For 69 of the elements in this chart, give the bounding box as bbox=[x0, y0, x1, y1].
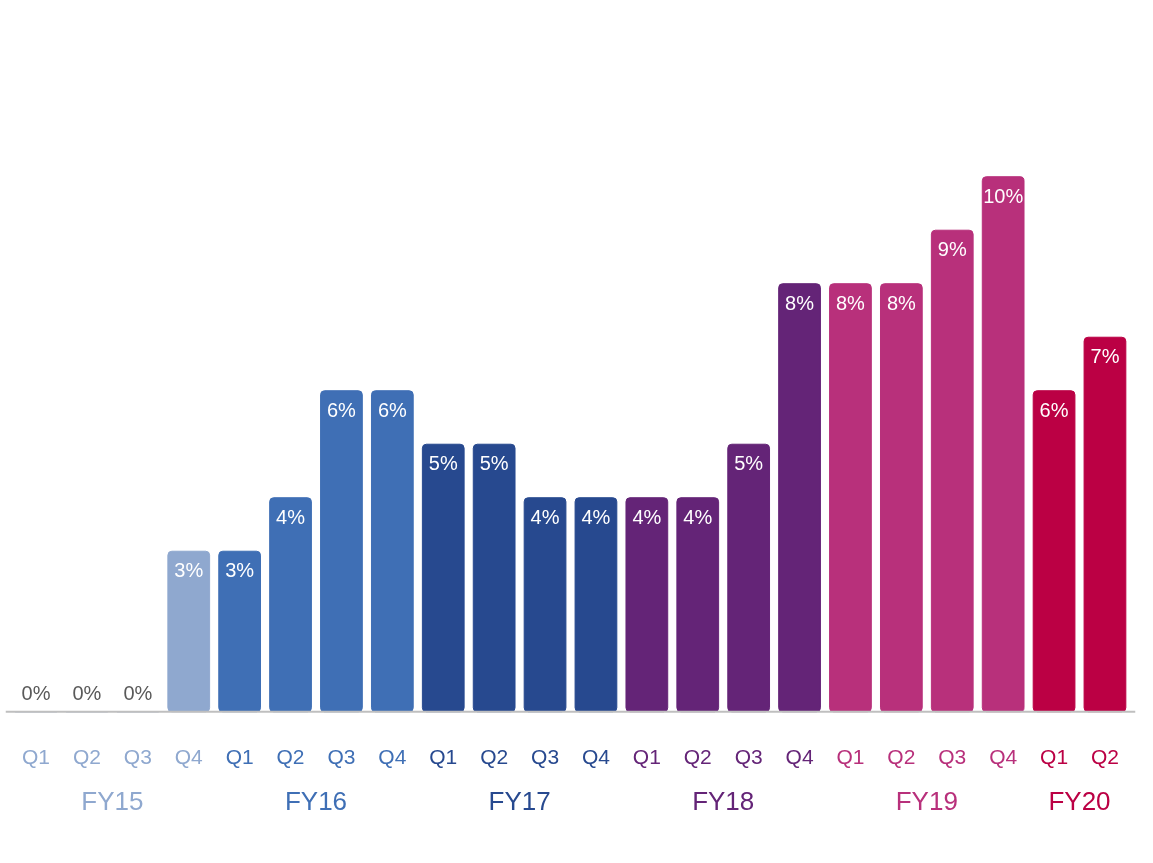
bar bbox=[981, 176, 1025, 713]
data-label: 6% bbox=[377, 398, 408, 421]
x-tick-label: Q1 bbox=[22, 744, 51, 768]
bar bbox=[472, 443, 516, 713]
bar bbox=[727, 443, 771, 713]
data-label: 0% bbox=[21, 681, 51, 704]
bar bbox=[269, 497, 312, 713]
data-label: 4% bbox=[276, 505, 306, 528]
data-label: 4% bbox=[581, 505, 611, 528]
bar bbox=[421, 443, 465, 713]
bar bbox=[218, 550, 262, 713]
x-tick-label: Q1 bbox=[836, 744, 865, 768]
x-tick-label: Q1 bbox=[429, 744, 458, 768]
data-label: 4% bbox=[530, 505, 560, 528]
x-tick-label: Q3 bbox=[531, 744, 560, 768]
data-label: 0% bbox=[123, 681, 153, 704]
data-label: 3% bbox=[225, 559, 255, 582]
x-tick-label: Q1 bbox=[1040, 744, 1069, 768]
x-tick-label: Q2 bbox=[72, 744, 101, 768]
x-tick-label: Q2 bbox=[887, 744, 916, 768]
bar bbox=[879, 283, 923, 713]
data-label: 4% bbox=[632, 505, 662, 528]
bar bbox=[930, 229, 974, 713]
x-tick-label: Q3 bbox=[123, 744, 152, 768]
bar bbox=[1083, 336, 1127, 713]
text: FY17 bbox=[488, 785, 551, 816]
x-tick-label: Q4 bbox=[989, 744, 1018, 768]
x-tick-label: Q3 bbox=[734, 744, 763, 768]
x-tick-label: Q4 bbox=[174, 744, 204, 768]
text: FY19 bbox=[895, 785, 958, 816]
bar bbox=[370, 390, 414, 713]
data-label: 7% bbox=[1090, 345, 1120, 368]
data-label: 9% bbox=[937, 238, 967, 261]
text: FY16 bbox=[284, 785, 348, 816]
x-tick-label: Q2 bbox=[683, 744, 712, 768]
data-label: 6% bbox=[326, 398, 357, 421]
x-tick-label: Q1 bbox=[225, 744, 254, 768]
bar bbox=[676, 497, 720, 713]
bar bbox=[167, 550, 211, 713]
bar bbox=[574, 497, 618, 713]
bar bbox=[829, 283, 872, 713]
data-label: 8% bbox=[836, 291, 866, 314]
x-tick-label: Q2 bbox=[1090, 744, 1119, 768]
text: FY15 bbox=[81, 785, 144, 816]
x-tick-label: Q4 bbox=[378, 744, 407, 768]
data-label: 8% bbox=[785, 291, 815, 314]
x-tick-label: Q4 bbox=[581, 744, 611, 768]
data-label: 10% bbox=[983, 184, 1024, 207]
data-label: 6% bbox=[1039, 398, 1069, 421]
data-label: 5% bbox=[479, 452, 509, 475]
bar bbox=[778, 283, 821, 713]
data-label: 5% bbox=[428, 452, 458, 475]
x-tick-label: Q2 bbox=[480, 744, 509, 768]
bar bbox=[1032, 390, 1076, 713]
x-tick-label: Q1 bbox=[632, 744, 661, 768]
data-label: 5% bbox=[734, 452, 764, 475]
bar bbox=[625, 497, 669, 713]
text: FY18 bbox=[692, 785, 755, 816]
x-tick-label: Q2 bbox=[276, 744, 305, 768]
x-tick-label: Q3 bbox=[327, 744, 356, 768]
bar bbox=[320, 390, 363, 713]
data-label: 0% bbox=[72, 681, 102, 704]
data-label: 8% bbox=[886, 291, 917, 314]
bar bbox=[523, 497, 567, 713]
x-tick-label: Q3 bbox=[938, 744, 967, 768]
data-label: 3% bbox=[174, 559, 204, 582]
data-label: 4% bbox=[683, 505, 713, 528]
x-tick-label: Q4 bbox=[785, 744, 814, 768]
text: FY20 bbox=[1048, 785, 1111, 816]
